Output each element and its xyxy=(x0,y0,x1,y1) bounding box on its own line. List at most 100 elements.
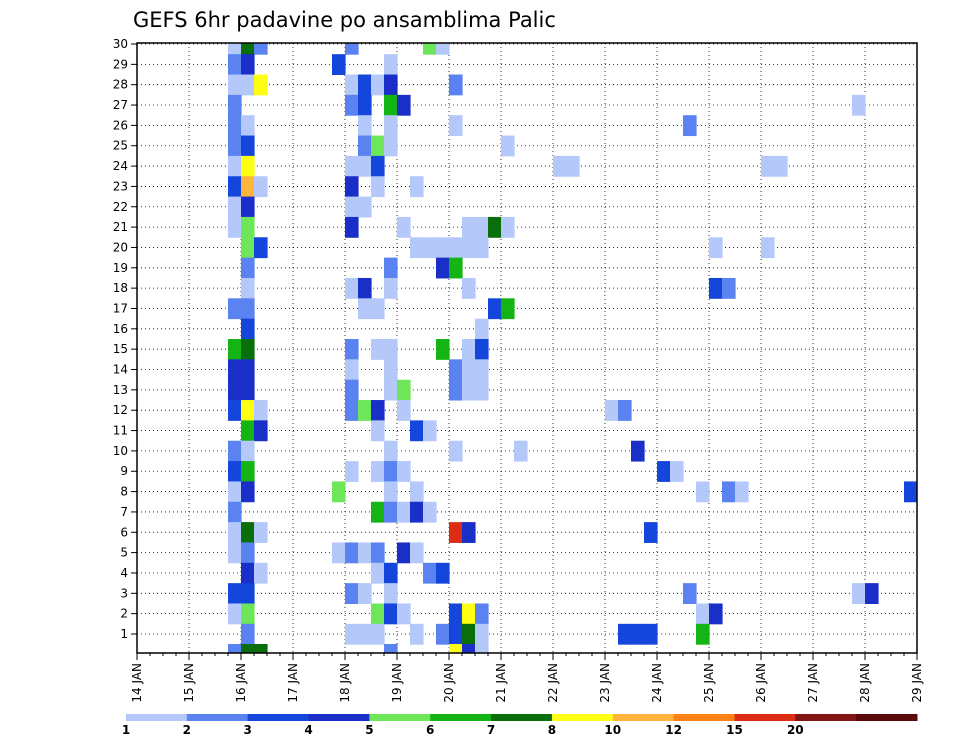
heatmap-cell xyxy=(709,603,723,625)
heatmap-cell xyxy=(384,481,398,503)
heatmap-cell xyxy=(254,176,268,198)
heatmap-cell xyxy=(449,603,463,625)
heatmap-cell xyxy=(423,237,437,259)
heatmap-cell xyxy=(241,522,255,543)
heatmap-cell xyxy=(241,115,255,137)
heatmap-cell xyxy=(397,461,411,482)
heatmap-cell xyxy=(228,115,242,137)
colorbar-tick-label: 6 xyxy=(426,723,434,737)
heatmap-cell xyxy=(423,501,437,523)
heatmap-cell xyxy=(254,237,268,259)
heatmap-cell xyxy=(696,481,710,503)
heatmap-cell xyxy=(384,277,398,299)
heatmap-cell xyxy=(761,237,775,259)
heatmap-cell xyxy=(904,481,917,503)
y-tick-label: 15 xyxy=(113,342,128,356)
heatmap-cell xyxy=(241,54,255,76)
heatmap-cell xyxy=(371,501,385,523)
colorbar-swatch xyxy=(126,714,188,721)
y-tick-label: 14 xyxy=(113,363,128,377)
heatmap-cell xyxy=(436,237,450,259)
heatmap-cell xyxy=(735,481,749,503)
heatmap-cell xyxy=(475,318,489,340)
heatmap-cell xyxy=(254,74,268,96)
heatmap-cell xyxy=(605,400,619,421)
heatmap-cell xyxy=(371,135,385,157)
heatmap-cell xyxy=(371,420,385,442)
heatmap-cell xyxy=(475,216,489,238)
chart-title: GEFS 6hr padavine po ansamblima Palic xyxy=(133,8,556,32)
heatmap-cell xyxy=(475,644,489,654)
heatmap-cell xyxy=(384,461,398,482)
y-axis: 1234567891011121314151617181920212223242… xyxy=(113,37,137,641)
x-tick-label: 14 JAN xyxy=(130,663,144,703)
heatmap-cell xyxy=(397,400,411,421)
heatmap-cell xyxy=(709,277,723,299)
heatmap-cell xyxy=(228,74,242,96)
y-tick-label: 13 xyxy=(113,383,128,397)
colorbar-swatch xyxy=(430,714,492,721)
x-tick-label: 16 JAN xyxy=(234,663,248,703)
y-tick-label: 3 xyxy=(120,586,128,600)
heatmap-cell xyxy=(254,644,268,654)
heatmap-cell xyxy=(774,155,788,177)
heatmap-cell xyxy=(371,562,385,584)
heatmap-cell xyxy=(410,176,424,198)
heatmap-cell xyxy=(475,379,489,401)
heatmap-cell xyxy=(371,542,385,564)
y-tick-label: 7 xyxy=(120,505,128,519)
heatmap-cell xyxy=(228,461,242,482)
heatmap-cell xyxy=(475,359,489,381)
colorbar-tick-label: 3 xyxy=(244,723,252,737)
heatmap-cell xyxy=(241,339,255,360)
heatmap-cell xyxy=(228,298,242,320)
colorbar-tick-label: 5 xyxy=(365,723,373,737)
heatmap-cell xyxy=(449,522,463,543)
heatmap-cell xyxy=(462,644,476,654)
x-tick-label: 28 JAN xyxy=(858,663,872,703)
heatmap-cell xyxy=(254,420,268,442)
colorbar-tick-label: 15 xyxy=(726,723,743,737)
y-tick-label: 12 xyxy=(113,403,128,417)
heatmap-cell xyxy=(423,43,437,55)
heatmap-cell xyxy=(228,379,242,401)
heatmap-cell xyxy=(358,277,372,299)
heatmap-cell xyxy=(345,216,359,238)
heatmap-cell xyxy=(462,277,476,299)
heatmap-cell xyxy=(475,237,489,259)
y-tick-label: 21 xyxy=(113,220,128,234)
heatmap-cell xyxy=(488,298,502,320)
colorbar-swatch xyxy=(856,714,918,721)
colorbar-tick-label: 7 xyxy=(487,723,495,737)
heatmap-cell xyxy=(345,461,359,482)
heatmap-cells xyxy=(228,43,917,654)
heatmap-cell xyxy=(371,155,385,177)
heatmap-cell xyxy=(449,379,463,401)
colorbar-swatch xyxy=(612,714,675,721)
heatmap-cell xyxy=(228,501,242,523)
heatmap-cell xyxy=(241,277,255,299)
heatmap-cell xyxy=(423,562,437,584)
heatmap-cell xyxy=(384,583,398,604)
colorbar-swatch xyxy=(186,714,249,721)
heatmap-cell xyxy=(241,237,255,259)
colorbar-tick-label: 8 xyxy=(548,723,556,737)
heatmap-cell xyxy=(683,115,697,137)
y-tick-label: 9 xyxy=(120,464,128,478)
y-tick-label: 18 xyxy=(113,281,128,295)
heatmap-cell xyxy=(397,501,411,523)
heatmap-cell xyxy=(371,176,385,198)
heatmap-cell xyxy=(475,623,489,645)
heatmap-cell xyxy=(436,339,450,360)
heatmap-cell xyxy=(501,135,515,157)
x-tick-label: 24 JAN xyxy=(650,663,664,703)
colorbar-swatch xyxy=(308,714,370,721)
heatmap-cell xyxy=(371,74,385,96)
heatmap-cell xyxy=(514,440,528,462)
y-tick-label: 17 xyxy=(113,301,128,315)
heatmap-cell xyxy=(462,379,476,401)
heatmap-cell xyxy=(449,257,463,279)
heatmap-cell xyxy=(384,339,398,360)
heatmap-cell xyxy=(358,115,372,137)
heatmap-cell xyxy=(397,542,411,564)
